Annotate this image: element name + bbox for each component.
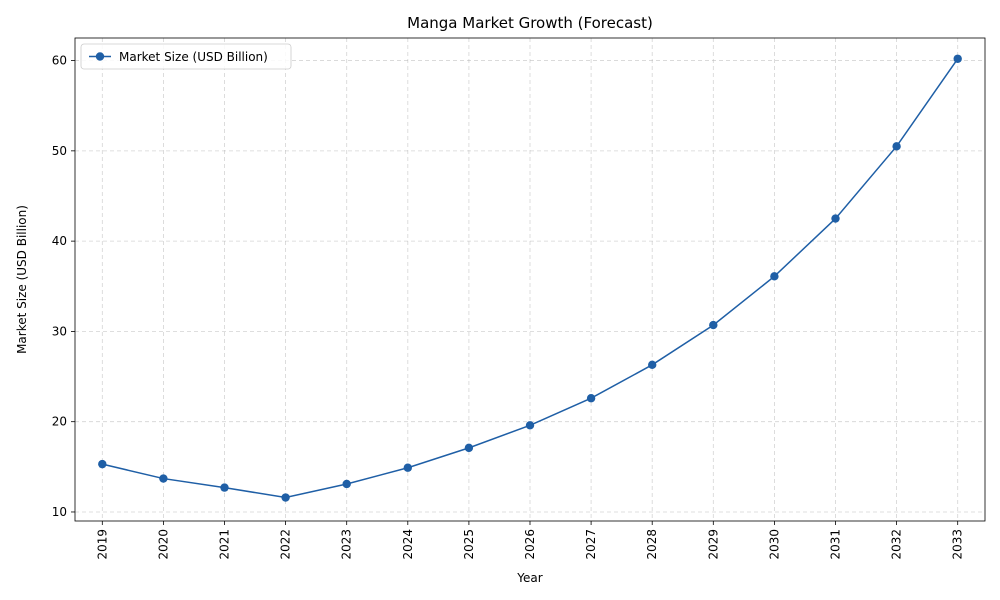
data-point [403, 463, 412, 472]
x-tick-label: 2033 [951, 529, 965, 560]
y-tick-label: 20 [52, 415, 67, 429]
chart-title: Manga Market Growth (Forecast) [407, 14, 653, 32]
data-point [953, 54, 962, 63]
data-point [281, 493, 290, 502]
data-point [709, 320, 718, 330]
x-tick-label: 2030 [767, 529, 781, 560]
data-point [892, 142, 901, 151]
x-tick-label: 2021 [218, 529, 232, 560]
labels: Manga Market Growth (Forecast) Year Mark… [15, 14, 653, 585]
axes: 2019 2020 2021 2022 2023 2024 2025 2026 2027 2028… [52, 37, 986, 560]
data-point [648, 360, 657, 370]
data-point [159, 474, 168, 483]
x-tick-label: 2027 [584, 529, 598, 560]
x-tick-label: 2029 [706, 529, 720, 560]
data-point [220, 483, 229, 492]
y-axis-title: Market Size (USD Billion) [15, 205, 29, 354]
data-point [586, 394, 596, 403]
data-point [464, 443, 474, 453]
y-tick-label: 50 [52, 144, 67, 158]
x-tick-label: 2019 [95, 529, 109, 560]
x-tick-label: 2025 [462, 529, 476, 560]
x-tick-label: 2020 [156, 529, 170, 560]
data-point [770, 272, 779, 281]
legend-marker-swatch [95, 52, 105, 61]
plot-frame [74, 37, 986, 522]
x-tick-label: 2032 [890, 529, 904, 560]
x-tick-label: 2024 [401, 529, 415, 560]
legend-label: Market Size (USD Billion) [119, 50, 268, 64]
legend-box [80, 43, 292, 70]
data-point [98, 459, 107, 469]
y-tick-label: 30 [52, 324, 67, 338]
data-point [831, 214, 840, 223]
data-point [342, 479, 351, 489]
x-tick-label: 2026 [523, 529, 537, 560]
grid [75, 38, 985, 521]
x-tick-label: 2022 [279, 529, 293, 560]
x-tick-label: 2023 [340, 529, 354, 560]
y-tick-label: 40 [52, 234, 67, 248]
y-tick-label: 60 [52, 54, 67, 68]
x-axis-title: Year [516, 571, 542, 585]
legend: Market Size (USD Billion) [80, 43, 292, 70]
x-tick-label: 2028 [645, 529, 659, 560]
y-tick-label: 10 [52, 505, 67, 519]
series [98, 54, 962, 502]
x-tick-label: 2031 [829, 529, 843, 560]
data-point [525, 421, 535, 430]
